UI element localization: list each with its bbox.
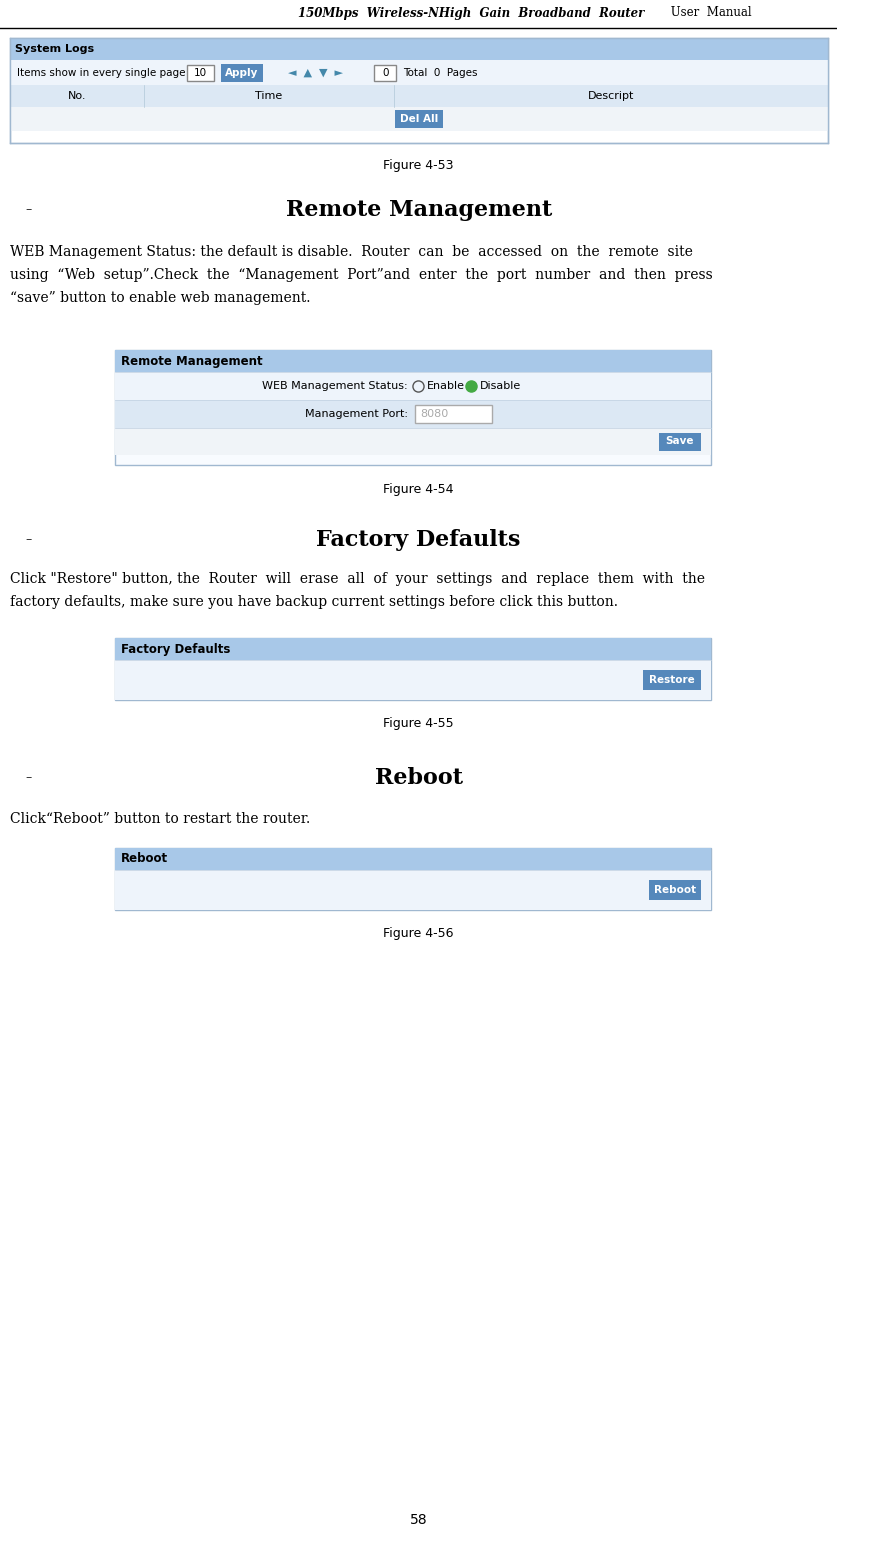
Text: Enable: Enable xyxy=(427,381,466,392)
Text: Descript: Descript xyxy=(588,92,634,101)
Bar xyxy=(115,660,711,699)
Bar xyxy=(10,85,828,107)
Text: Apply: Apply xyxy=(225,67,259,78)
Text: –: – xyxy=(25,204,32,216)
Bar xyxy=(10,107,828,131)
Text: Total  0  Pages: Total 0 Pages xyxy=(403,67,478,78)
Text: Reboot: Reboot xyxy=(121,853,168,866)
Text: Reboot: Reboot xyxy=(375,768,463,789)
Text: System Logs: System Logs xyxy=(16,44,94,54)
Text: Remote Management: Remote Management xyxy=(285,199,552,221)
Bar xyxy=(395,110,443,127)
Bar xyxy=(644,670,701,690)
Bar xyxy=(10,37,828,143)
Text: 8080: 8080 xyxy=(420,409,449,420)
Text: –: – xyxy=(25,771,32,785)
Text: 10: 10 xyxy=(194,67,208,78)
Text: WEB Management Status: the default is disable.  Router  can  be  accessed  on  t: WEB Management Status: the default is di… xyxy=(10,246,712,305)
Text: Figure 4-56: Figure 4-56 xyxy=(384,928,454,940)
Bar xyxy=(115,427,711,455)
Bar xyxy=(10,37,828,61)
Text: Factory Defaults: Factory Defaults xyxy=(121,642,230,656)
Text: Restore: Restore xyxy=(650,674,695,685)
Bar xyxy=(658,432,701,451)
Text: Reboot: Reboot xyxy=(654,884,696,895)
Text: 58: 58 xyxy=(410,1514,427,1528)
Bar xyxy=(115,848,711,870)
Text: Disable: Disable xyxy=(480,381,521,392)
Bar xyxy=(115,371,711,399)
Bar xyxy=(115,870,711,911)
Text: Remote Management: Remote Management xyxy=(121,354,262,367)
Text: Click "Restore" button, the  Router  will  erase  all  of  your  settings  and  : Click "Restore" button, the Router will … xyxy=(10,572,705,609)
Text: Time: Time xyxy=(255,92,283,101)
Bar xyxy=(649,880,701,900)
Bar xyxy=(115,639,711,699)
Bar xyxy=(115,848,711,911)
Bar xyxy=(115,350,711,371)
Text: Management Port:: Management Port: xyxy=(305,409,408,420)
Text: Save: Save xyxy=(665,437,694,446)
Text: 150Mbps  Wireless-NHigh  Gain  Broadband  Router: 150Mbps Wireless-NHigh Gain Broadband Ro… xyxy=(297,6,644,20)
Bar xyxy=(10,61,828,85)
Bar xyxy=(115,350,711,465)
Bar xyxy=(187,65,215,81)
Text: WEB Management Status:: WEB Management Status: xyxy=(262,381,408,392)
Text: User  Manual: User Manual xyxy=(667,6,752,20)
Text: Figure 4-53: Figure 4-53 xyxy=(384,159,454,171)
Text: Factory Defaults: Factory Defaults xyxy=(317,528,521,552)
Text: 0: 0 xyxy=(382,67,389,78)
Text: ◄  ▲  ▼  ►: ◄ ▲ ▼ ► xyxy=(288,67,343,78)
Text: Figure 4-54: Figure 4-54 xyxy=(384,483,454,496)
Bar xyxy=(374,65,396,81)
Text: Figure 4-55: Figure 4-55 xyxy=(384,718,454,730)
Bar xyxy=(115,399,711,427)
Text: Del All: Del All xyxy=(399,113,438,124)
Bar xyxy=(115,639,711,660)
Text: –: – xyxy=(25,533,32,547)
Text: No.: No. xyxy=(67,92,86,101)
Bar xyxy=(221,64,263,81)
Text: Items show in every single page: Items show in every single page xyxy=(17,67,186,78)
Text: Click“Reboot” button to restart the router.: Click“Reboot” button to restart the rout… xyxy=(10,813,310,827)
Bar xyxy=(415,406,492,423)
